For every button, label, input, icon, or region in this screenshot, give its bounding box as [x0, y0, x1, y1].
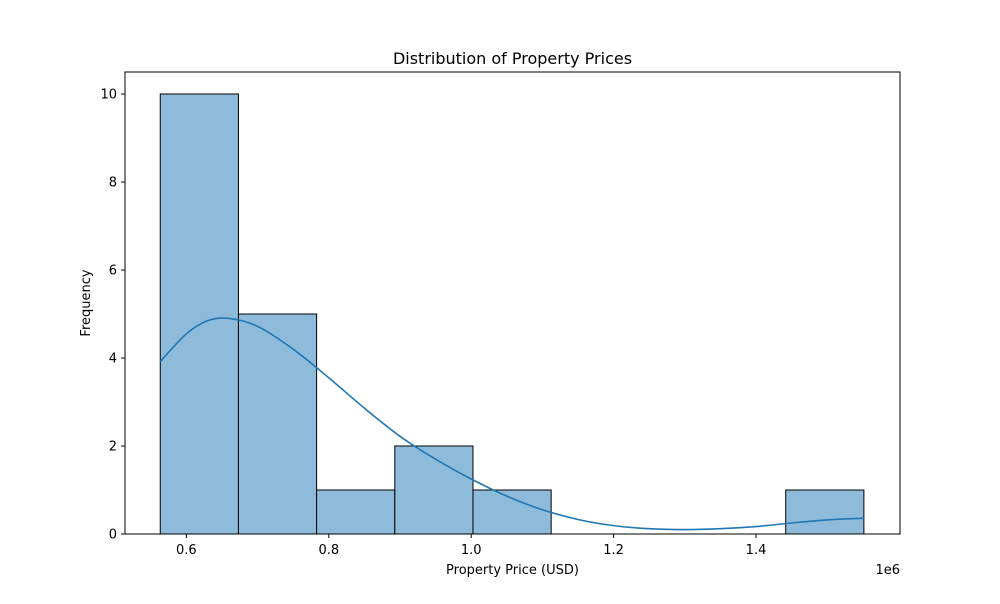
x-tick-label: 0.8 — [318, 543, 339, 558]
histogram-bar — [394, 445, 474, 535]
kde-layer — [159, 317, 864, 531]
x-tick-label: 0.6 — [176, 543, 197, 558]
x-tick-label: 1.0 — [461, 543, 482, 558]
histogram-bar — [785, 489, 865, 535]
chart-title: Distribution of Property Prices — [393, 49, 632, 68]
bars-layer — [159, 93, 865, 535]
y-ticks-layer: 0 2 4 6 8 10 — [100, 88, 125, 543]
x-offset-label: 1e6 — [875, 563, 900, 578]
y-tick-label: 0 — [109, 528, 117, 543]
y-tick-label: 4 — [109, 352, 117, 367]
axes-frame — [124, 71, 901, 535]
histogram-bar — [159, 93, 239, 535]
y-axis-label: Frequency — [79, 269, 94, 336]
y-tick-label: 8 — [109, 176, 117, 191]
y-tick-label: 10 — [100, 88, 117, 103]
x-ticks-layer: 0.6 0.8 1.0 1.2 1.4 — [176, 534, 766, 558]
histogram-bar — [237, 313, 318, 535]
histogram-bar — [472, 489, 552, 535]
x-tick-label: 1.4 — [746, 543, 767, 558]
histogram-bar — [316, 489, 396, 535]
x-tick-label: 1.2 — [603, 543, 624, 558]
y-tick-label: 2 — [109, 440, 117, 455]
kde-curve — [159, 317, 864, 531]
y-tick-label: 6 — [109, 264, 117, 279]
x-axis-label: Property Price (USD) — [446, 563, 579, 578]
